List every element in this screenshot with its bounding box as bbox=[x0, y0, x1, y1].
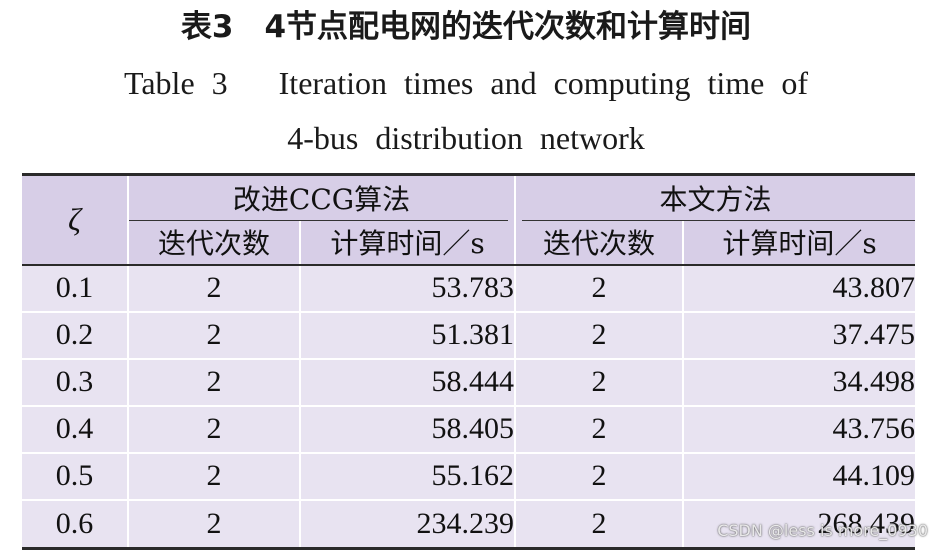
table-header-row-1: ζ 改进CCG算法 本文方法 bbox=[22, 174, 916, 266]
cell-zeta: 0.1 bbox=[22, 264, 129, 313]
table-header-row-2: 迭代次数 计算时间／s 迭代次数 计算时间／s bbox=[22, 220, 916, 266]
table-row: 0.5 2 55.162 2 44.109 bbox=[22, 452, 916, 501]
cell-ccg-iterations: 2 bbox=[127, 311, 301, 360]
cell-ccg-time: 53.783 bbox=[299, 264, 516, 313]
header-proposed-time: 计算时间／s bbox=[681, 220, 916, 266]
table-row: 0.1 2 53.783 2 43.807 bbox=[22, 264, 916, 313]
cell-proposed-iterations: 2 bbox=[514, 311, 684, 360]
table-caption-english-line-2: 4-bus distribution network bbox=[287, 120, 645, 156]
cell-proposed-time: 34.498 bbox=[681, 358, 916, 407]
csdn-watermark: CSDN @less is more_0930 bbox=[717, 521, 928, 540]
cell-proposed-time: 44.109 bbox=[681, 452, 916, 501]
cell-ccg-iterations: 2 bbox=[127, 358, 301, 407]
table-row: 0.4 2 58.405 2 43.756 bbox=[22, 405, 916, 454]
cell-proposed-time: 37.475 bbox=[681, 311, 916, 360]
table-row: 0.2 2 51.381 2 37.475 bbox=[22, 311, 916, 360]
header-ccg-iterations: 迭代次数 bbox=[128, 220, 301, 266]
cell-proposed-time: 268.439 bbox=[681, 499, 916, 548]
cell-proposed-iterations: 2 bbox=[514, 358, 684, 407]
cell-ccg-iterations: 2 bbox=[127, 405, 301, 454]
cell-zeta: 0.4 bbox=[22, 405, 129, 454]
cell-zeta: 0.2 bbox=[22, 311, 129, 360]
cell-ccg-time: 58.405 bbox=[299, 405, 516, 454]
table-row: 0.3 2 58.444 2 34.498 bbox=[22, 358, 916, 407]
cell-proposed-iterations: 2 bbox=[514, 405, 684, 454]
cell-proposed-time: 43.756 bbox=[681, 405, 916, 454]
cell-ccg-time: 51.381 bbox=[299, 311, 516, 360]
cell-ccg-time: 58.444 bbox=[299, 358, 516, 407]
cell-ccg-iterations: 2 bbox=[127, 264, 301, 313]
header-group-proposed-method: 本文方法 bbox=[513, 174, 916, 221]
cell-ccg-time: 55.162 bbox=[299, 452, 516, 501]
cell-ccg-iterations: 2 bbox=[127, 452, 301, 501]
cell-zeta: 0.6 bbox=[22, 499, 129, 548]
header-group-improved-ccg: 改进CCG算法 bbox=[127, 174, 516, 221]
cell-zeta: 0.5 bbox=[22, 452, 129, 501]
cell-proposed-iterations: 2 bbox=[514, 264, 684, 313]
results-table: ζ 改进CCG算法 本文方法 迭代次数 计算时间／s 迭代次数 计算时间／s 0… bbox=[22, 173, 916, 550]
header-zeta: ζ bbox=[22, 174, 129, 266]
table-caption-chinese: 表3 4节点配电网的迭代次数和计算时间 bbox=[180, 9, 752, 45]
cell-ccg-iterations: 2 bbox=[127, 499, 301, 548]
header-ccg-time: 计算时间／s bbox=[299, 220, 516, 266]
table-row: 0.6 2 234.239 2 268.439 bbox=[22, 499, 916, 548]
cell-zeta: 0.3 bbox=[22, 358, 129, 407]
table-caption-english-line-1: Table 3 Iteration times and computing ti… bbox=[124, 65, 808, 101]
cell-proposed-time: 43.807 bbox=[681, 264, 916, 313]
cell-proposed-iterations: 2 bbox=[514, 452, 684, 501]
cell-proposed-iterations: 2 bbox=[514, 499, 684, 548]
header-proposed-iterations: 迭代次数 bbox=[514, 220, 684, 266]
cell-ccg-time: 234.239 bbox=[299, 499, 516, 548]
